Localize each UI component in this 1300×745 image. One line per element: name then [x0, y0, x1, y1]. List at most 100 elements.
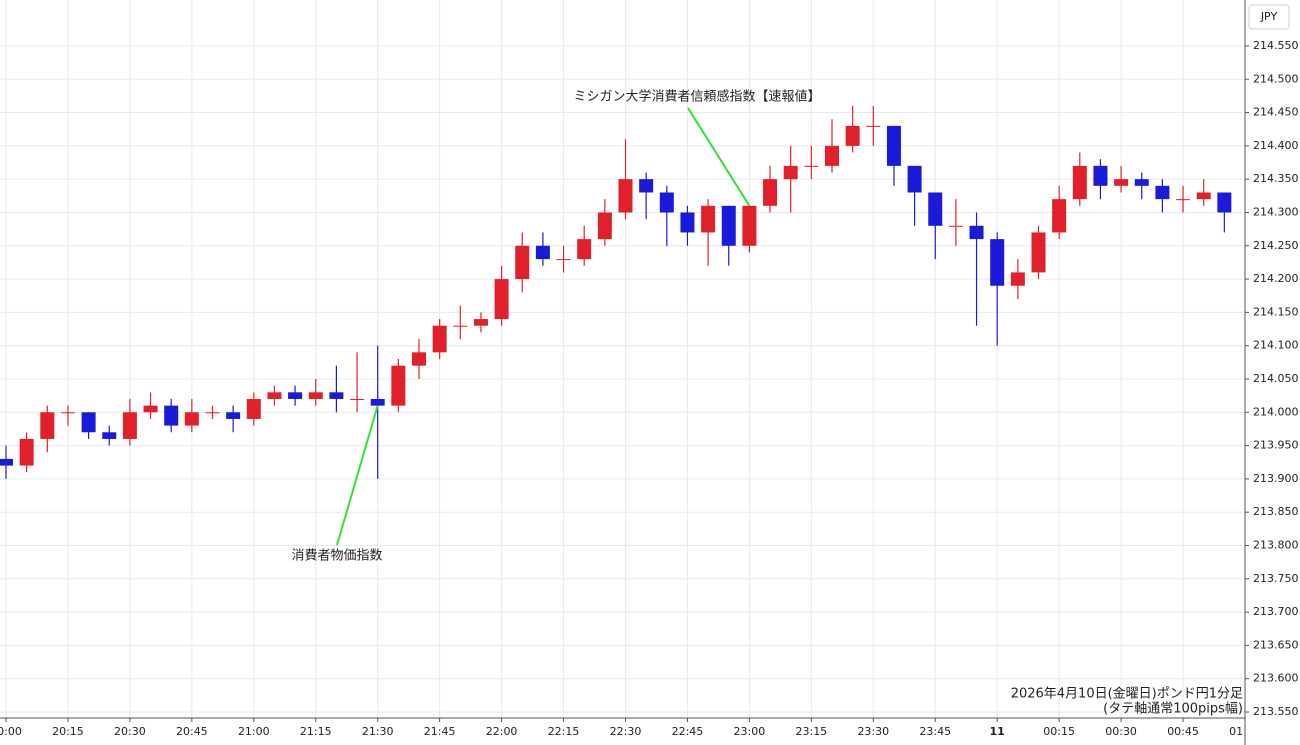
candle-body	[1176, 199, 1191, 201]
candle-body	[886, 125, 901, 166]
candle-body	[907, 165, 922, 193]
candle-body	[1093, 165, 1108, 186]
y-tick-label: 213.750	[1253, 572, 1299, 585]
candle-body	[0, 458, 13, 466]
candle-body	[659, 192, 674, 213]
candle-body	[494, 279, 509, 320]
currency-box	[1248, 4, 1290, 30]
note: (タテ軸通常100pips幅)	[1103, 702, 1243, 717]
candle-body	[639, 179, 654, 193]
x-tick-label: 22:30	[610, 725, 642, 738]
candle-body	[1052, 199, 1067, 233]
candle-body	[701, 205, 716, 233]
y-tick-label: 214.500	[1253, 72, 1299, 85]
candle-body	[40, 412, 55, 439]
y-tick-label: 214.250	[1253, 239, 1299, 252]
x-tick-label: 20:00	[0, 725, 22, 738]
candle-body	[246, 398, 261, 419]
candle-body	[556, 259, 571, 261]
x-tick-label: 20:15	[52, 725, 84, 738]
candle-body	[1031, 232, 1046, 273]
candle-body	[680, 212, 695, 233]
y-tick-label: 214.400	[1253, 139, 1299, 152]
candle-body	[19, 438, 34, 466]
y-axis-label: JPY	[1260, 10, 1278, 23]
x-tick-label: 23:15	[795, 725, 827, 738]
y-tick-label: 213.600	[1253, 672, 1299, 685]
y-tick-label: 214.200	[1253, 272, 1299, 285]
x-tick-label: 21:00	[238, 725, 270, 738]
candle-body	[184, 412, 199, 426]
x-tick-label: 11	[990, 725, 1005, 738]
candle-body	[1217, 192, 1232, 213]
candle-body	[597, 212, 612, 240]
y-tick-label: 214.350	[1253, 172, 1299, 185]
candle-body	[267, 392, 282, 399]
candle-body	[412, 352, 426, 366]
candle-body	[948, 225, 963, 227]
candle-body	[1072, 165, 1087, 200]
y-tick-label: 214.000	[1253, 405, 1299, 418]
candle-body	[515, 245, 530, 280]
candle-body	[1196, 192, 1211, 200]
candle-body	[1010, 272, 1025, 286]
y-tick-label: 213.900	[1253, 472, 1299, 485]
x-tick-label: 21:30	[362, 725, 394, 738]
x-tick-label: 23:45	[919, 725, 951, 738]
candle-body	[866, 125, 881, 127]
y-tick-label: 214.300	[1253, 205, 1299, 218]
y-tick-label: 213.950	[1253, 439, 1299, 452]
candle-body	[1114, 179, 1129, 186]
candle-body	[205, 412, 220, 414]
candle-body	[721, 205, 736, 246]
x-tick-label: 22:15	[548, 725, 580, 738]
y-tick-label: 214.050	[1253, 372, 1299, 385]
candle-body	[783, 165, 798, 180]
x-tick-label: 00:15	[1043, 725, 1075, 738]
candle-body	[825, 145, 839, 166]
candle-body	[804, 165, 819, 167]
y-tick-label: 214.550	[1253, 39, 1299, 52]
x-tick-label: 21:15	[300, 725, 332, 738]
candle-body	[81, 412, 96, 433]
candle-body	[990, 239, 1005, 286]
x-tick-label: 20:45	[176, 725, 208, 738]
candle-body	[308, 392, 323, 399]
x-tick-label: 22:45	[672, 725, 704, 738]
candle-body	[143, 405, 158, 413]
candle-body	[1134, 179, 1149, 186]
x-tick-label: 22:00	[486, 725, 518, 738]
x-tick-label: 20:30	[114, 725, 146, 738]
candle-body	[453, 325, 468, 327]
candle-body	[350, 398, 365, 400]
candle-body	[969, 225, 984, 240]
candle-body	[928, 192, 943, 226]
annotation-text: ミシガン大学消費者信頼感指数【速報値】	[573, 89, 820, 105]
y-tick-label: 214.150	[1253, 305, 1299, 318]
note: 2026年4月10日(金曜日)ポンド円1分足	[1011, 686, 1243, 702]
y-tick-label: 213.650	[1253, 638, 1299, 651]
candle-body	[742, 205, 757, 246]
candle-body	[60, 412, 75, 414]
x-tick-label: 00:30	[1105, 725, 1137, 738]
candle-body	[473, 319, 488, 326]
y-tick-label: 214.100	[1253, 339, 1299, 352]
candle-body	[577, 239, 592, 260]
x-tick-label: 23:30	[857, 725, 889, 738]
annotation-text: 消費者物価指数	[291, 549, 382, 564]
candle-body	[1155, 185, 1170, 200]
candle-body	[845, 125, 860, 146]
y-tick-label: 214.450	[1253, 106, 1299, 119]
candle-body	[535, 245, 550, 260]
candle-body	[122, 412, 137, 439]
annotation-line	[336, 405, 379, 546]
y-tick-label: 213.800	[1253, 538, 1299, 551]
candle-body	[164, 405, 179, 426]
candle-body	[329, 392, 344, 399]
x-tick-label: 23:00	[734, 725, 766, 738]
candle-body	[763, 179, 778, 206]
x-tick-label: 01:00	[1229, 725, 1261, 738]
candle-body	[288, 392, 303, 399]
